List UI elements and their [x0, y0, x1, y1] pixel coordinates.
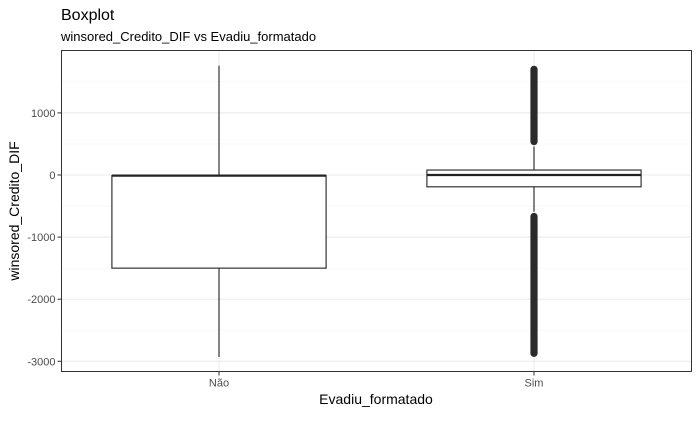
y-tick-label: -2000: [27, 294, 55, 306]
boxes: [111, 65, 642, 357]
x-tick-label: Sim: [525, 378, 544, 390]
box-no: [111, 65, 327, 357]
y-tick-label: 1000: [31, 108, 55, 120]
y-tick-label: 0: [49, 170, 55, 182]
box-body: [111, 175, 327, 269]
x-axis-title: Evadiu_formatado: [319, 391, 433, 407]
y-tick-label: -1000: [27, 232, 55, 244]
x-axis: Não Sim: [209, 371, 544, 390]
y-axis-title: winsored_Credito_DIF: [6, 141, 22, 281]
chart-title: Boxplot: [61, 7, 115, 24]
outlier-points: [530, 212, 538, 357]
box-sim: [426, 65, 642, 357]
y-tick-label: -3000: [27, 356, 55, 368]
chart-subtitle: winsored_Credito_DIF vs Evadiu_formatado: [60, 29, 316, 44]
x-tick-label: Não: [209, 378, 229, 390]
box-body: [426, 169, 642, 188]
panel-border: [61, 50, 692, 372]
outlier-points: [530, 65, 538, 146]
y-axis: 1000 0 -1000 -2000 -3000: [27, 108, 62, 368]
